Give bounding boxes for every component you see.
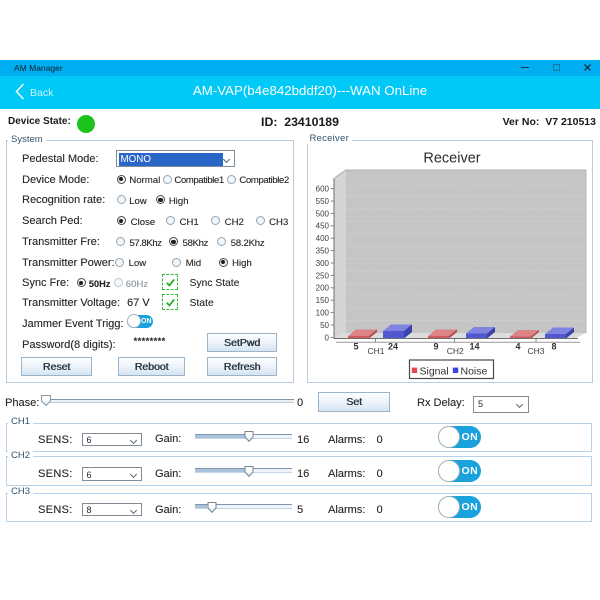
svg-text:400: 400 [316,234,330,243]
svg-text:150: 150 [316,296,330,305]
svg-text:9: 9 [433,342,438,352]
svg-text:50: 50 [320,321,329,330]
svg-text:550: 550 [316,197,330,206]
svg-text:Noise: Noise [461,365,488,377]
svg-text:24: 24 [388,342,398,352]
svg-text:8: 8 [551,342,556,352]
svg-text:200: 200 [316,284,330,293]
svg-text:4: 4 [515,342,520,352]
svg-text:350: 350 [316,247,330,256]
svg-text:0: 0 [325,333,330,342]
svg-text:600: 600 [316,185,330,194]
svg-text:300: 300 [316,259,330,268]
svg-text:Receiver: Receiver [423,151,480,167]
svg-text:250: 250 [316,271,330,280]
svg-text:5: 5 [353,342,358,352]
svg-text:450: 450 [316,222,330,231]
svg-text:CH3: CH3 [527,346,544,356]
svg-text:CH2: CH2 [447,346,464,356]
svg-text:100: 100 [316,309,330,318]
svg-text:14: 14 [469,342,479,352]
svg-text:Signal: Signal [420,365,449,377]
svg-text:CH1: CH1 [367,346,384,356]
svg-text:500: 500 [316,209,330,218]
